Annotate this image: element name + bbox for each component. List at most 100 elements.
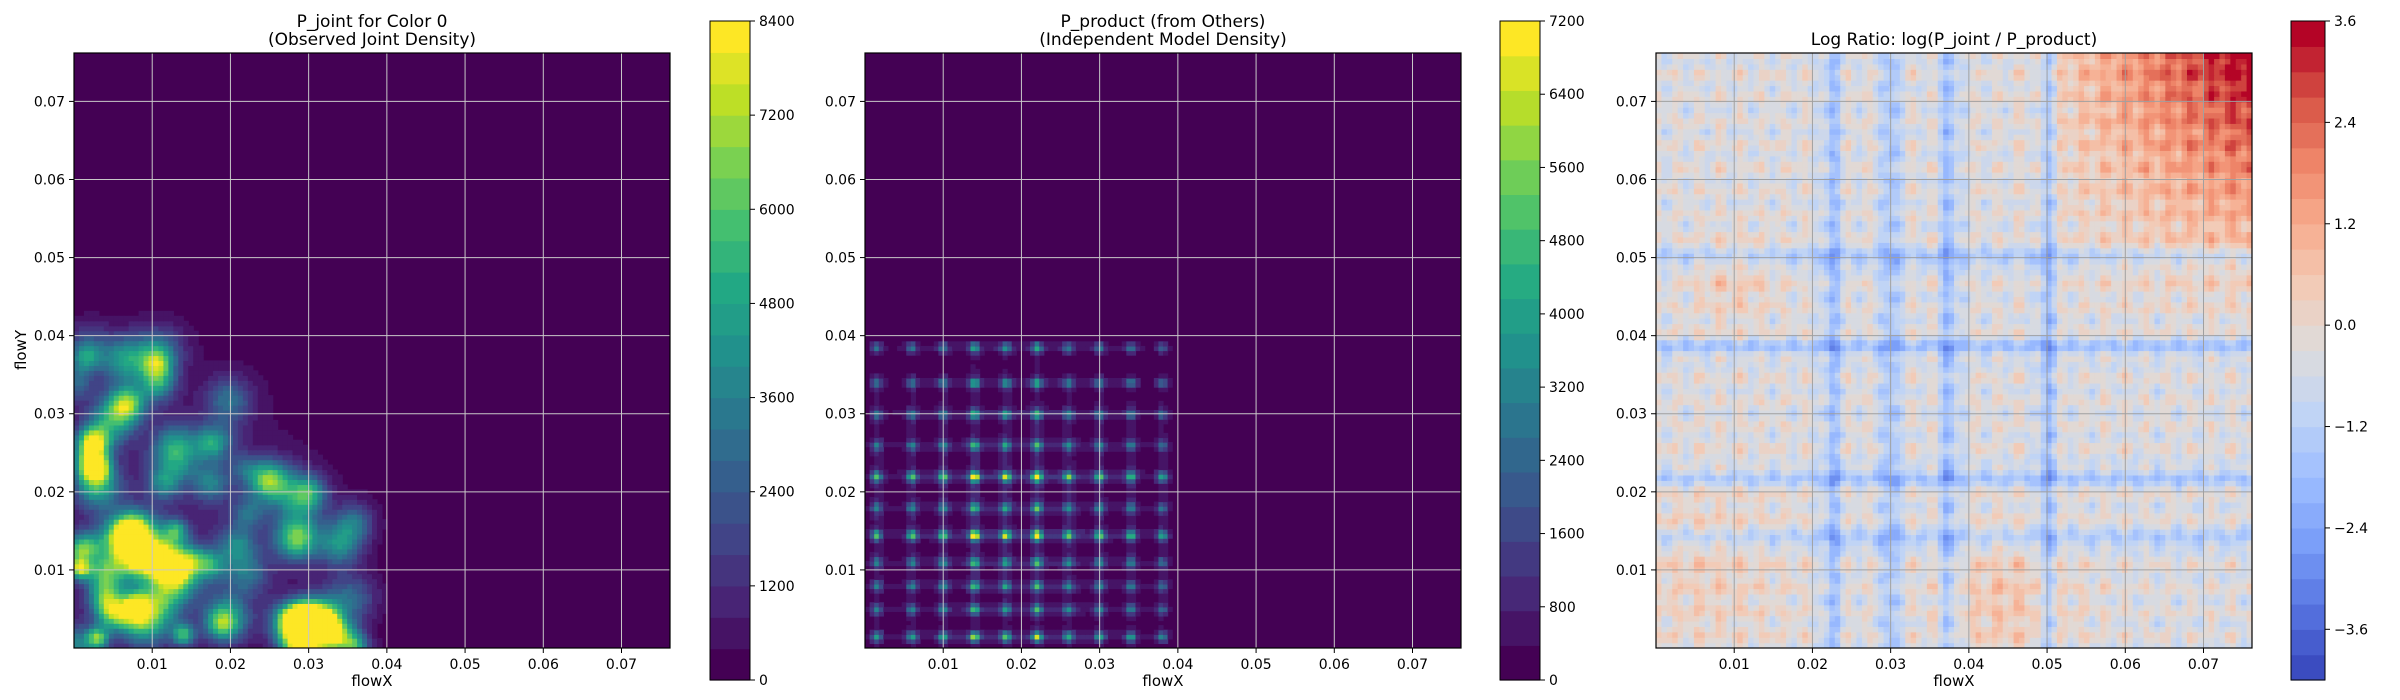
- density-cell: [1085, 556, 1091, 562]
- density-cell: [357, 633, 363, 639]
- density-cell: [874, 483, 880, 489]
- density-cell: [337, 524, 343, 530]
- density-cell: [138, 538, 145, 545]
- density-cell: [113, 618, 120, 624]
- density-cell: [1034, 533, 1040, 539]
- density-cell: [237, 558, 244, 565]
- density-cell: [938, 615, 944, 622]
- density-cell: [143, 474, 150, 481]
- density-cell: [188, 340, 194, 347]
- density-cell: [1094, 638, 1100, 645]
- density-cell: [342, 573, 348, 580]
- density-cell: [133, 355, 140, 362]
- density-cell: [232, 444, 239, 451]
- density-cell: [1112, 533, 1118, 539]
- density-cell: [203, 464, 209, 471]
- density-cell: [168, 345, 174, 352]
- density-cell: [232, 479, 239, 485]
- density-cell: [78, 459, 85, 466]
- density-cell: [975, 492, 981, 498]
- density-cell: [942, 561, 949, 567]
- density-cell: [347, 529, 353, 535]
- density-cell: [78, 320, 85, 327]
- density-cell: [252, 608, 259, 614]
- density-cell: [322, 514, 328, 520]
- density-cell: [168, 623, 174, 629]
- density-cell: [78, 444, 85, 451]
- density-cell: [138, 509, 145, 515]
- density-cell: [257, 638, 264, 644]
- density-cell: [198, 424, 204, 431]
- density-cell: [942, 588, 949, 594]
- density-cell: [1126, 583, 1132, 590]
- density-cell: [1062, 634, 1068, 640]
- density-cell: [188, 563, 194, 570]
- density-cell: [98, 568, 105, 575]
- density-cell: [347, 613, 353, 619]
- density-cell: [327, 638, 333, 644]
- density-cell: [213, 578, 219, 585]
- density-cell: [277, 593, 284, 600]
- density-cell: [183, 593, 189, 600]
- density-cell: [173, 330, 179, 337]
- density-cell: [232, 454, 239, 461]
- density-cell: [128, 400, 135, 406]
- density-cell: [1043, 478, 1049, 484]
- density-cell: [148, 529, 155, 535]
- density-cell: [352, 494, 358, 500]
- density-cell: [970, 561, 976, 567]
- density-cell: [287, 548, 294, 555]
- density-cell: [218, 548, 224, 555]
- density-cell: [1066, 611, 1072, 617]
- density-cell: [163, 370, 169, 376]
- density-cell: [975, 565, 981, 571]
- density-cell: [267, 618, 274, 624]
- density-cell: [218, 380, 224, 386]
- density-cell: [887, 506, 894, 512]
- density-cell: [93, 345, 100, 352]
- density-cell: [193, 583, 199, 590]
- density-cell: [213, 504, 219, 510]
- density-cell: [272, 439, 279, 446]
- density-cell: [376, 514, 383, 520]
- density-cell: [1039, 492, 1045, 498]
- density-cell: [924, 561, 930, 567]
- y-tick-label: 0.02: [34, 485, 65, 501]
- density-cell: [123, 410, 130, 416]
- density-cell: [168, 424, 174, 431]
- density-cell: [1034, 506, 1040, 512]
- density-cell: [232, 578, 239, 585]
- density-cell: [103, 355, 110, 362]
- density-cell: [1007, 547, 1013, 553]
- density-cell: [952, 634, 958, 640]
- density-cell: [367, 573, 373, 580]
- density-cell: [362, 613, 368, 619]
- density-cell: [1002, 501, 1008, 507]
- density-cell: [1030, 561, 1036, 567]
- density-cell: [878, 542, 884, 548]
- density-cell: [242, 623, 249, 629]
- density-cell: [208, 553, 214, 560]
- density-cell: [257, 509, 264, 515]
- density-cell: [93, 414, 100, 421]
- density-cell: [108, 618, 115, 624]
- density-cell: [1153, 538, 1160, 544]
- density-cell: [1121, 538, 1127, 544]
- density-cell: [188, 603, 194, 609]
- density-cell: [163, 325, 169, 332]
- density-cell: [153, 474, 160, 481]
- density-cell: [128, 320, 135, 327]
- density-cell: [322, 548, 328, 555]
- density-cell: [113, 474, 120, 481]
- density-cell: [88, 454, 95, 461]
- density-cell: [148, 355, 155, 362]
- density-cell: [103, 449, 110, 456]
- density-cell: [93, 469, 100, 476]
- density-cell: [312, 623, 318, 629]
- density-cell: [956, 634, 962, 640]
- density-cell: [1002, 515, 1008, 521]
- density-cell: [208, 643, 214, 648]
- density-cell: [123, 613, 130, 619]
- density-cell: [1094, 551, 1100, 558]
- density-cell: [327, 499, 333, 505]
